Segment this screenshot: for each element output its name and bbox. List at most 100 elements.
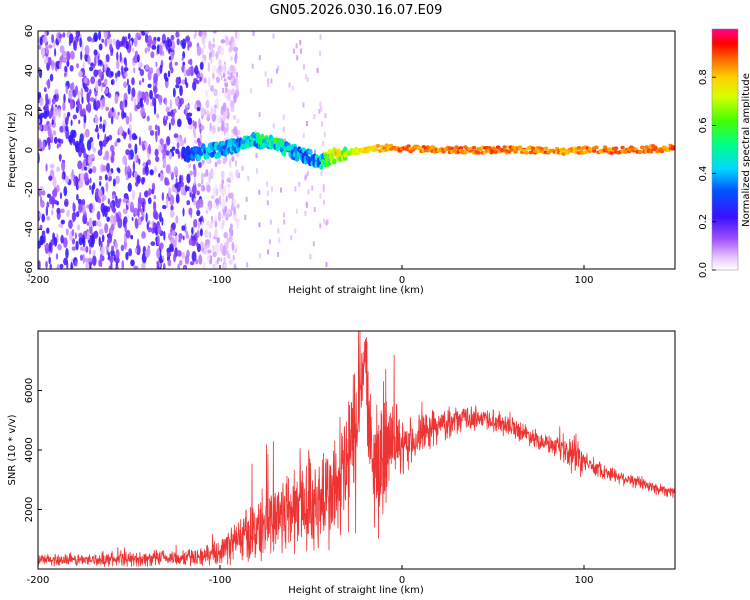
y-tick-label: 20 (24, 104, 35, 117)
spectrogram-cell (83, 166, 88, 171)
spectrogram-cell (75, 211, 80, 218)
spectrogram-cell (232, 114, 237, 120)
spectrogram-cell (69, 83, 74, 91)
spectrogram-cell (115, 39, 121, 50)
chart-title: GN05.2026.030.16.07.E09 (270, 3, 443, 18)
spectrogram-cell (175, 31, 180, 38)
spectrogram-cell (228, 254, 231, 260)
spectrogram-cell (39, 224, 43, 230)
spectrogram-cell (217, 70, 222, 76)
spectrogram-cell (147, 70, 152, 81)
spectrogram-cell (283, 219, 286, 225)
spectrogram-cell (229, 158, 232, 169)
spectrogram-cell (258, 253, 261, 259)
spectrogram-cell (59, 45, 65, 54)
colorbar-tick-label: 0.6 (698, 117, 709, 133)
spectrogram-cell (87, 257, 93, 263)
spectrogram-cell (101, 234, 105, 243)
spectrogram-cell (178, 237, 182, 243)
spectrogram-cell (194, 64, 198, 72)
spectrogram-cell (314, 149, 317, 155)
spectrogram-cell (252, 31, 255, 37)
spectrogram-cell (205, 89, 208, 98)
spectrogram-cell (144, 165, 148, 173)
spectrogram-cell (71, 211, 77, 222)
spectrogram-cell (266, 190, 269, 196)
spectrogram-cell (56, 207, 61, 214)
spectrogram-cell (142, 112, 147, 117)
spectrogram-cell (78, 236, 84, 246)
spectrogram-cell (93, 49, 98, 56)
spectrogram-cell (185, 36, 190, 42)
spectrogram-cell (95, 80, 99, 92)
spectrogram-cell (129, 201, 134, 213)
spectrogram-cell (63, 93, 66, 103)
spectrogram-ridge-cell (493, 150, 499, 154)
spectrogram-cell (64, 65, 68, 73)
spectrogram-cell (304, 210, 307, 216)
spectrogram-cell (138, 91, 143, 97)
spectrogram-cell (77, 90, 81, 101)
spectrogram-cell (123, 67, 129, 72)
spectrogram-ridge-cell (318, 163, 324, 170)
spectrogram-cell (62, 56, 67, 64)
spectrogram-ridge-cell (332, 158, 337, 165)
spectrogram-cell (205, 99, 210, 109)
spectrogram-cell (141, 231, 146, 239)
spectrogram-cell (187, 117, 192, 125)
spectrogram-cell (68, 134, 74, 143)
spectrogram-cell (182, 61, 186, 66)
spectrogram-cell (99, 253, 103, 264)
spectrogram-cell (305, 201, 308, 207)
spectrogram-cell (232, 199, 237, 205)
spectrogram-cell (153, 105, 157, 115)
spectrogram-cell (216, 256, 221, 262)
spectrogram-cell (174, 183, 179, 189)
spectrogram-cell (206, 254, 211, 262)
spectrogram-cell (236, 220, 240, 229)
spectrogram-ridge-cell (576, 145, 582, 150)
spectrogram-cell (157, 125, 160, 137)
spectrogram-cell (117, 111, 120, 116)
spectrogram-cell (221, 120, 225, 127)
spectrogram-cell (159, 242, 164, 250)
spectrogram-cell (213, 88, 218, 97)
spectrogram-cell (144, 141, 148, 149)
spectrogram-cell (45, 93, 49, 102)
spectrogram-cell (98, 236, 101, 247)
spectrogram-cell (151, 44, 157, 50)
spectrogram-cell (68, 219, 73, 229)
spectrogram-cell (142, 143, 146, 152)
spectrogram-cell (215, 188, 219, 197)
spectrogram-cell (81, 204, 86, 214)
spectrogram-cell (53, 106, 59, 117)
spectrogram-cell (235, 84, 238, 90)
spectrogram-cell (90, 76, 96, 85)
spectrogram-cell (196, 190, 200, 196)
spectrogram-cell (195, 100, 201, 106)
spectrogram-cell (181, 79, 186, 85)
spectrogram-cell (88, 249, 92, 255)
spectrogram-cell (175, 215, 179, 224)
spectrogram-cell (312, 241, 315, 247)
spectrogram-cell (85, 153, 88, 164)
spectrogram-cell (220, 64, 223, 75)
spectrogram-cell (74, 232, 77, 240)
spectrogram-cell (165, 106, 170, 113)
spectrogram-cell (64, 198, 69, 208)
spectrogram-cell (172, 87, 176, 98)
spectrogram-cell (174, 97, 180, 105)
spectrogram-cell (192, 81, 197, 91)
spectrogram-cell (188, 207, 193, 216)
spectrogram-cell (104, 87, 109, 95)
x-tick-label: 100 (574, 275, 593, 286)
spectrogram-cell (107, 38, 113, 45)
spectrogram-cell (128, 248, 133, 257)
spectrogram-cell (205, 220, 210, 226)
spectrogram-cell (132, 56, 138, 63)
spectrogram-cell (157, 144, 163, 152)
spectrogram-cell (200, 107, 206, 117)
spectrogram-cell (104, 58, 107, 68)
spectrogram-cell (132, 189, 135, 201)
spectrogram-y-label: Frequency (Hz) (7, 112, 18, 188)
